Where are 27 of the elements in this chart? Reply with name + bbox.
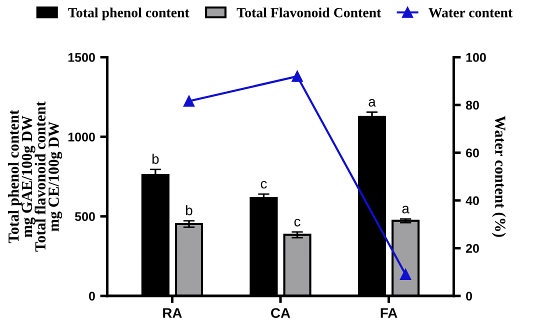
y2-tick-label: 60	[466, 148, 479, 158]
y2-tick-label: 40	[466, 196, 479, 206]
y2-tick-label: 80	[466, 100, 479, 110]
y2-tick-label: 20	[466, 244, 479, 253]
annotation: b	[186, 205, 192, 216]
y2-axis-title: Water content (%)	[492, 116, 506, 237]
annotation: a	[402, 206, 410, 214]
y-tick-label: 1500	[68, 53, 95, 62]
annotation: a	[368, 98, 376, 107]
x-tick-label: FA	[380, 308, 398, 318]
y-tick-label: 500	[74, 212, 95, 222]
annotation: c	[260, 180, 267, 189]
y2-tick-label: 100	[466, 53, 486, 62]
legend-label: Total Flavonoid Content	[236, 8, 382, 18]
x-tick-label: CA	[271, 308, 290, 318]
point	[400, 268, 412, 280]
annotation: c	[294, 218, 300, 226]
legend-label: Water content	[428, 8, 513, 18]
point	[292, 70, 303, 82]
x-tick-label: RA	[163, 308, 182, 318]
point	[183, 96, 195, 107]
legend-label: Total phenol content	[68, 8, 190, 20]
annotation: b	[152, 154, 159, 164]
y2-tick-label: 0	[466, 292, 472, 301]
y-axis-title: Total phenol content mg GAE/100g DW Total flavonoid content mg CE/100g DW	[8, 101, 62, 252]
y-tick-label: 1000	[68, 132, 95, 142]
y-tick-label: 0	[88, 292, 95, 301]
